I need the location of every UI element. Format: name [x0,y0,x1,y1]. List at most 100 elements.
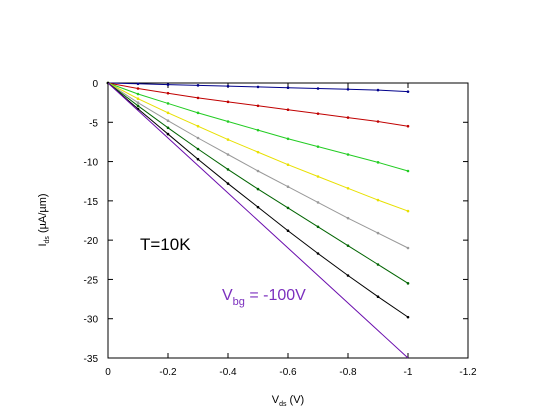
x-tick-label: -1 [404,367,413,378]
series-point-5 [376,231,380,235]
series-point-7 [346,274,350,277]
series-point-1 [376,88,380,92]
x-tick-label: -0.4 [219,367,237,378]
series-point-3 [346,153,350,156]
series-point-1 [346,87,350,91]
series-line-3 [107,82,409,172]
series-point-6 [406,282,410,285]
series-point-1 [226,84,230,88]
series-point-5 [406,246,410,250]
series-point-2 [256,104,260,108]
y-axis-title-sub: ds [44,236,51,244]
vbg-annotation-main: V [222,287,233,304]
series-point-3 [286,137,290,141]
series-point-4 [316,175,320,178]
series-point-2 [346,116,350,119]
series-point-2 [136,87,140,90]
series-point-3 [316,145,320,148]
y-tick-label: -15 [84,197,99,208]
vbg-annotation: Vbg = -100V [222,287,306,308]
series-point-2 [166,91,170,95]
series-point-7 [406,315,410,319]
y-tick-label: -5 [89,118,98,129]
series-point-4 [286,163,290,167]
series-point-5 [196,136,200,140]
series-point-1 [406,90,410,93]
y-tick-label: 0 [92,79,98,90]
series-point-3 [166,102,170,105]
x-axis-title-unit: (V) [287,394,305,406]
x-axis-title-sub: ds [279,401,287,408]
series-point-6 [316,225,320,229]
series-line-4 [107,82,409,212]
series-point-3 [406,169,410,173]
series-point-7 [196,157,200,161]
series-point-1 [166,83,170,86]
y-tick-label: -30 [84,315,99,326]
series-line-8 [107,82,409,359]
x-tick-label: -0.2 [159,367,177,378]
x-tick-label: -0.8 [339,367,357,378]
tick-labels: 0 -0.2 -0.4 -0.6 -0.8 -1 -1.2 0 -5 -10 -15 -20 -25 -3… [84,79,478,378]
series-point-3 [226,120,230,123]
vbg-annotation-sub: bg [233,296,245,308]
series-point-7 [166,132,170,136]
series-point-2 [226,100,230,104]
series-point-6 [376,263,380,266]
series-point-7 [226,182,230,185]
x-axis-title-main: V [272,394,280,406]
series-point-3 [196,111,200,115]
x-tick-label: -1.2 [459,367,477,378]
series-point-4 [166,111,170,115]
series-point-6 [226,168,230,171]
series-point-7 [256,205,260,209]
axis-ticks [107,82,469,359]
series-point-3 [376,161,380,164]
y-tick-label: -35 [84,354,99,365]
series-point-4 [256,150,260,154]
series-point-4 [346,186,350,190]
series-point-4 [406,209,410,213]
x-axis-title: Vds (V) [272,394,304,408]
series-point-1 [136,82,140,86]
x-tick-label: 0 [105,367,111,378]
series-point-4 [226,138,230,141]
series-point-7 [376,295,380,299]
series-point-5 [166,119,170,123]
series-point-6 [286,206,290,210]
y-axis-title: Ids (µA/µm) [37,193,51,246]
series-point-5 [256,169,260,173]
series-point-5 [286,185,290,189]
series-point-7 [286,229,290,233]
series-point-4 [376,198,380,202]
y-tick-label: -20 [84,236,99,247]
y-axis-title-main: I [37,243,49,246]
plot-area-frame [107,82,469,359]
series-line-5 [107,82,409,249]
series-point-6 [196,147,200,151]
temperature-annotation: T=10K [140,235,191,254]
series-point-6 [256,187,260,191]
series-point-2 [196,96,200,100]
y-tick-label: -10 [84,158,99,169]
series-point-1 [316,87,320,90]
x-tick-label: -0.6 [279,367,297,378]
series-point-7 [316,252,320,255]
series-point-2 [376,120,380,123]
series-point-3 [136,92,140,96]
series-point-6 [166,126,170,130]
series-point-1 [256,85,260,89]
series-point-1 [196,84,200,87]
y-tick-label: -25 [84,275,99,286]
series-point-5 [316,201,320,204]
y-axis-title-unit: (µA/µm) [37,193,49,236]
series-layer [106,81,410,359]
series-point-5 [346,216,350,220]
vbg-annotation-value: = -100V [245,287,306,304]
series-point-5 [136,101,140,104]
series-line-7 [107,82,409,318]
series-point-3 [256,128,260,132]
series-point-6 [346,244,350,247]
series-point-2 [316,112,320,115]
